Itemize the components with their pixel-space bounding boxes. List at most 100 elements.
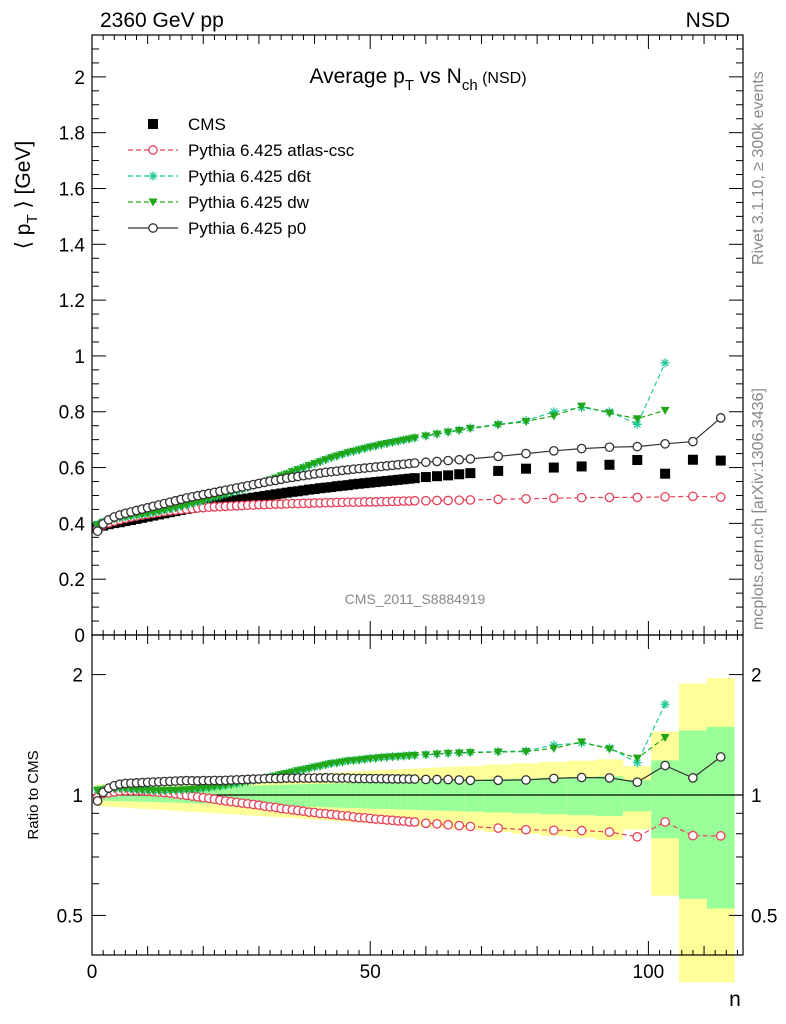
ratio-point [432, 750, 442, 759]
uncertainty-band-1sigma [567, 776, 596, 816]
data-point [493, 465, 504, 476]
data-point [365, 443, 375, 452]
legend-label: Pythia 6.425 p0 [188, 219, 306, 238]
data-point [443, 470, 454, 481]
data-point [715, 492, 726, 502]
data-point [365, 477, 376, 488]
data-point [259, 491, 270, 502]
data-point [265, 490, 276, 501]
legend-item: CMS [148, 115, 226, 134]
ratio-point [421, 751, 431, 760]
ratio-point [604, 745, 614, 754]
data-point [321, 456, 331, 465]
data-point [170, 504, 180, 513]
data-point [298, 464, 308, 473]
data-point [548, 462, 559, 473]
ratio-point [321, 761, 331, 770]
axis-ticks [91, 34, 743, 955]
ratio-point [688, 830, 698, 841]
ratio-point [465, 821, 476, 832]
legend-label: Pythia 6.425 atlas-csc [188, 141, 355, 160]
data-point [420, 457, 431, 468]
data-point [309, 484, 320, 495]
data-point [420, 472, 431, 483]
ratio-point [343, 757, 353, 766]
data-point [310, 460, 320, 469]
data-point [521, 463, 531, 474]
y-tick-label: 1.8 [59, 124, 85, 145]
uncertainty-band-1sigma [431, 780, 443, 811]
data-point [349, 447, 359, 456]
data-point [465, 424, 475, 433]
ratio-point [332, 759, 342, 768]
ratio-point [549, 744, 559, 753]
y-tick-label: 1.4 [59, 235, 86, 256]
ratio-point [420, 774, 431, 785]
ratio-point [443, 774, 453, 785]
ratio-point [354, 756, 364, 765]
data-point [398, 474, 409, 485]
ratio-point [92, 796, 103, 806]
ratio-point [298, 766, 308, 775]
ratio-point [660, 760, 670, 771]
data-point [660, 492, 670, 502]
data-point [315, 458, 325, 467]
uncertainty-band-1sigma [679, 730, 707, 899]
data-point [359, 478, 370, 489]
data-point [660, 406, 670, 415]
data-point [337, 450, 347, 459]
data-point [454, 469, 465, 480]
data-point [432, 430, 442, 439]
legend-label: Pythia 6.425 dw [188, 193, 310, 212]
data-point [465, 468, 476, 479]
ratio-point [521, 775, 531, 785]
data-point [688, 436, 698, 447]
data-point [231, 495, 242, 506]
legend-marker [148, 145, 158, 155]
legend-label: Pythia 6.425 d6t [188, 167, 311, 186]
ratio-point [465, 775, 476, 786]
data-point [332, 452, 342, 461]
ratio-point [577, 738, 587, 747]
data-point [242, 493, 253, 504]
data-point [521, 493, 531, 504]
ratio-point [176, 786, 186, 795]
ratio-point [443, 749, 453, 758]
data-point [320, 482, 331, 493]
ratio-point [293, 767, 303, 776]
data-point [687, 454, 698, 465]
y-tick-label: 1.2 [59, 291, 85, 312]
data-point [354, 446, 364, 455]
data-point [660, 468, 671, 479]
data-point [326, 482, 337, 493]
ratio-point [187, 785, 197, 794]
data-point [182, 501, 192, 510]
data-point [465, 495, 476, 505]
data-point [443, 495, 453, 506]
ratio-point [204, 784, 214, 793]
ratio-point [660, 733, 670, 742]
data-point [576, 461, 587, 472]
data-point [660, 358, 670, 368]
ratio-point [215, 782, 225, 791]
ratio-point [715, 831, 726, 841]
ratio-point [632, 758, 642, 768]
data-point [381, 475, 392, 486]
legend-marker [148, 198, 158, 207]
ratio-point [443, 819, 453, 830]
data-point [493, 421, 503, 430]
x-axis-label: n [729, 988, 741, 1011]
data-point [465, 454, 476, 464]
uncertainty-band-1sigma [464, 779, 485, 812]
data-point [549, 412, 559, 421]
data-point [715, 455, 726, 466]
ratio-point [337, 758, 347, 767]
ratio-point [660, 699, 670, 709]
data-point [342, 480, 353, 491]
legend-marker [148, 171, 158, 181]
data-point [292, 486, 303, 497]
data-point [393, 474, 404, 485]
ratio-point [387, 753, 397, 762]
ratio-point [576, 825, 587, 836]
